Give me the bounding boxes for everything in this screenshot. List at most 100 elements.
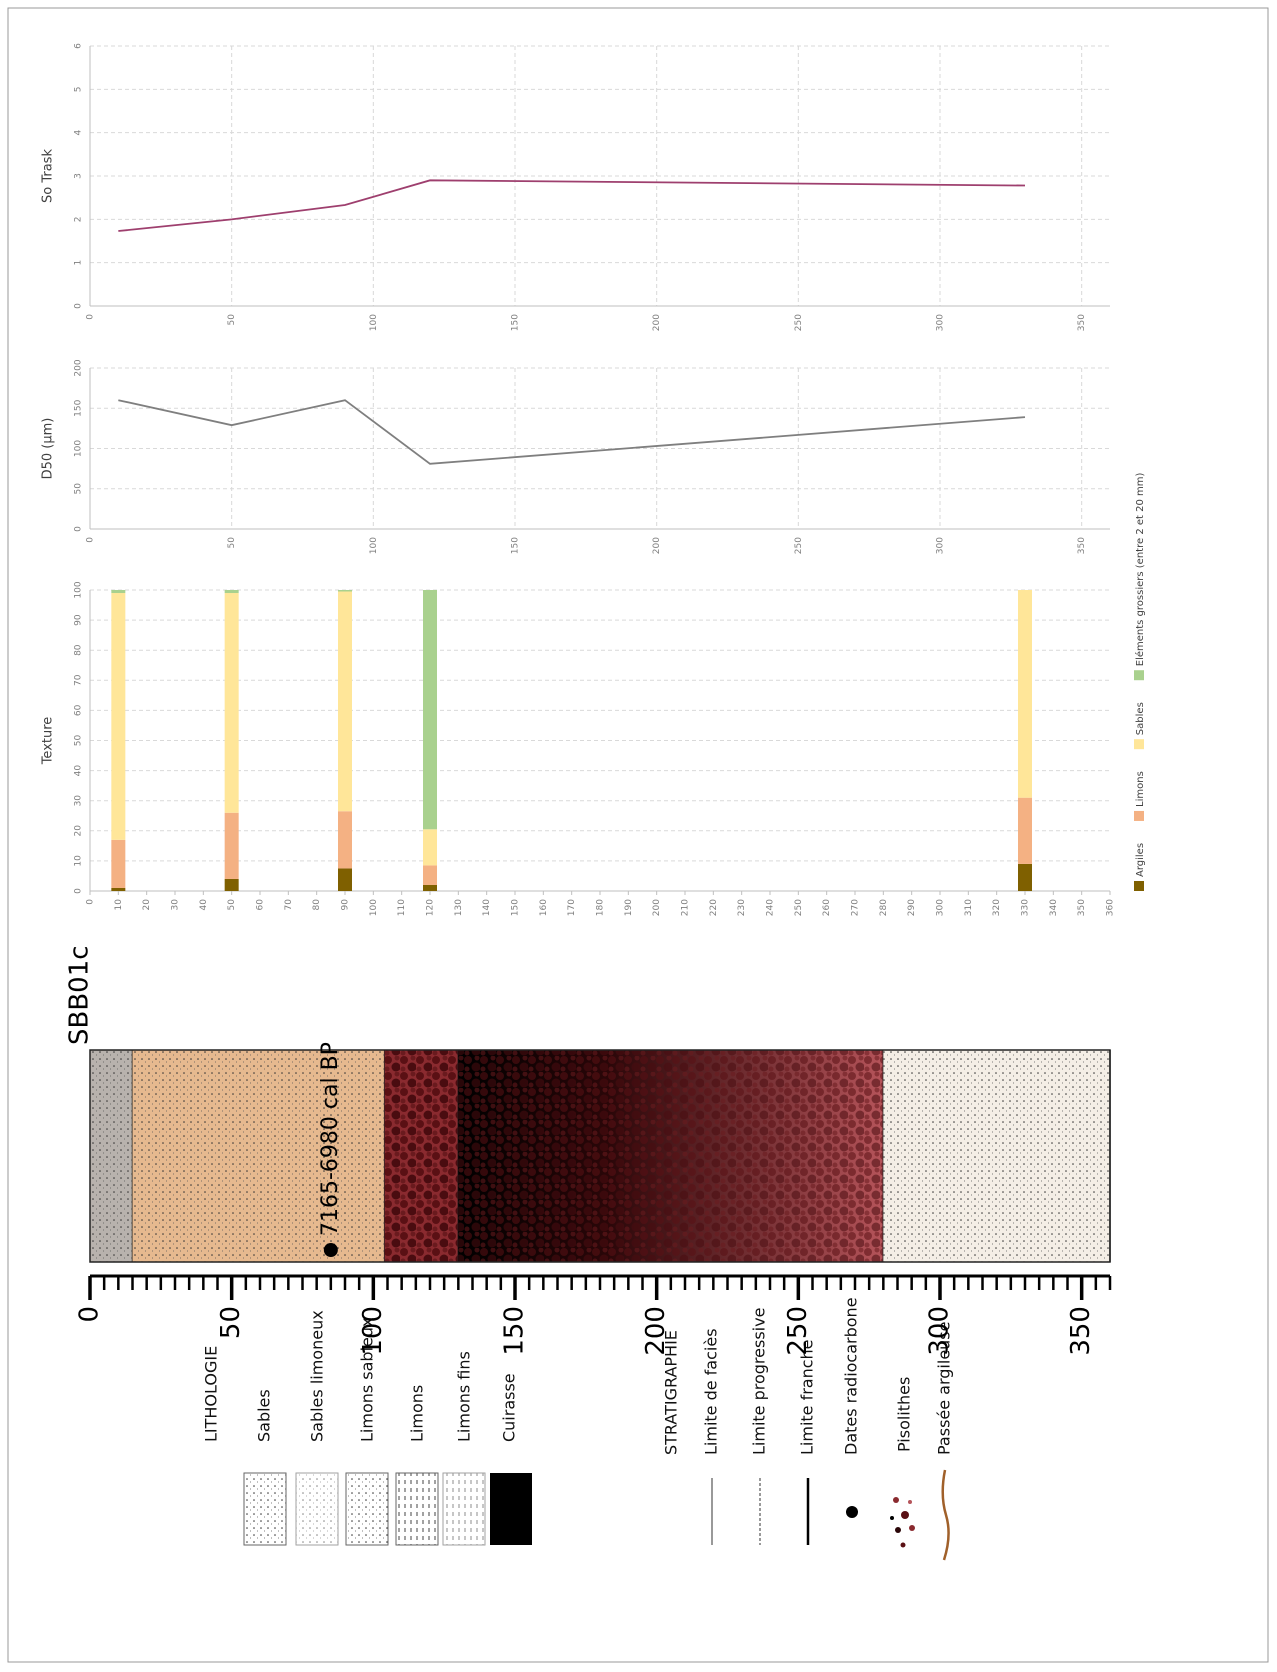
x-tick-label: 110	[397, 899, 407, 916]
x-tick-label: 0	[86, 537, 96, 543]
legend-label: Limons	[408, 1385, 427, 1442]
bar-segment	[111, 887, 126, 891]
y-tick-label: 10	[74, 855, 84, 867]
legend-swatch	[490, 1473, 532, 1545]
bar-segment	[224, 593, 239, 813]
y-tick-label: 40	[74, 765, 84, 777]
y-axis-title: So Trask	[41, 149, 56, 203]
bar-segment	[338, 591, 352, 812]
bar-segment	[1018, 590, 1032, 798]
x-tick-label: 200	[652, 899, 662, 916]
y-axis-title: Texture	[41, 717, 56, 766]
x-tick-label: 10	[114, 899, 124, 911]
y-tick-label: 70	[74, 674, 84, 686]
x-tick-label: 330	[1021, 899, 1031, 916]
legend-label: Passée argileuse	[935, 1322, 954, 1456]
x-tick-label: 150	[511, 537, 521, 554]
x-tick-label: 300	[936, 537, 946, 554]
legend-symbol	[846, 1506, 858, 1518]
x-tick-label: 200	[652, 314, 662, 331]
legend-symbol	[890, 1497, 915, 1548]
x-tick-label: 240	[766, 899, 776, 916]
log-frame	[89, 1049, 1111, 1263]
x-tick-label: 180	[596, 899, 606, 916]
layer-texture	[90, 1050, 133, 1262]
date-label: 7165-6980 cal BP	[318, 1042, 343, 1236]
bar-segment	[423, 884, 437, 891]
x-tick-label: 250	[794, 314, 804, 331]
y-tick-label: 2	[74, 216, 84, 222]
x-tick-label: 250	[794, 899, 804, 916]
x-tick-label: 290	[907, 899, 917, 916]
legend-label: Eléments grossiers (entre 2 et 20 mm)	[1134, 473, 1146, 667]
depth-tick-label: 50	[216, 1306, 246, 1339]
x-tick-label: 60	[256, 899, 266, 911]
x-tick-label: 280	[879, 899, 889, 916]
legend-swatch	[243, 1472, 287, 1546]
x-tick-label: 250	[794, 537, 804, 554]
depth-tick-label: 350	[1066, 1306, 1096, 1356]
legend-label: Limons sableux	[358, 1318, 377, 1443]
x-tick-label: 80	[312, 899, 322, 911]
legend-symbol	[941, 1469, 950, 1561]
legend-title: LITHOLOGIE	[202, 1346, 221, 1442]
x-tick-label: 260	[822, 899, 832, 916]
x-tick-label: 350	[1077, 899, 1087, 916]
legend: LITHOLOGIE Sables Sables limoneux Limons…	[202, 1297, 954, 1561]
bar-segment	[423, 829, 437, 866]
y-tick-label: 30	[74, 795, 84, 807]
layer-texture	[458, 1050, 884, 1262]
bar-segment	[338, 811, 352, 869]
y-tick-label: 5	[74, 86, 84, 92]
y-tick-label: 150	[74, 399, 84, 416]
legend-label: Argiles	[1135, 843, 1146, 877]
y-tick-label: 80	[74, 644, 84, 656]
x-tick-label: 160	[539, 899, 549, 916]
bar-segment	[423, 590, 437, 830]
legend-swatch	[1134, 670, 1144, 681]
y-axis-title: D50 (µm)	[41, 418, 56, 480]
bar-segment	[338, 868, 352, 891]
legend-swatch	[1134, 810, 1144, 821]
bar-segment	[1018, 797, 1032, 864]
depth-tick-label: 250	[783, 1306, 813, 1356]
legend-swatch	[395, 1472, 439, 1546]
legend-label: Sables	[255, 1389, 274, 1442]
depth-tick-label: 0	[75, 1306, 105, 1323]
x-tick-label: 350	[1077, 537, 1087, 554]
x-tick-label: 320	[992, 899, 1002, 916]
legend-title: STRATIGRAPHIE	[662, 1330, 681, 1455]
depth-tick-label: 150	[500, 1306, 530, 1356]
y-tick-label: 0	[74, 303, 84, 309]
legend-swatch	[442, 1472, 486, 1546]
y-tick-label: 200	[74, 359, 84, 376]
legend-swatch	[1134, 739, 1144, 750]
y-tick-label: 3	[74, 173, 84, 179]
depth-tick-label: 200	[641, 1306, 671, 1356]
x-tick-label: 50	[227, 899, 237, 911]
legend-label: Sables limoneux	[308, 1310, 327, 1442]
layer-texture	[384, 1050, 459, 1262]
depth-tick-label: 100	[358, 1306, 388, 1356]
x-tick-label: 0	[86, 899, 96, 905]
x-tick-label: 200	[652, 537, 662, 554]
x-tick-label: 210	[681, 899, 691, 916]
bar-segment	[224, 590, 239, 594]
bar-segment	[224, 812, 239, 879]
x-tick-label: 230	[737, 899, 747, 916]
legend-label: Dates radiocarbone	[842, 1297, 861, 1455]
legend-swatch	[345, 1472, 389, 1546]
legend-label: Limite franche	[798, 1339, 817, 1455]
bar-segment	[224, 878, 239, 891]
x-tick-label: 100	[369, 537, 379, 554]
x-tick-label: 120	[426, 899, 436, 916]
y-tick-label: 90	[74, 614, 84, 626]
x-tick-label: 30	[171, 899, 181, 911]
y-tick-label: 1	[74, 260, 84, 266]
x-tick-label: 310	[964, 899, 974, 916]
legend-label: Limite de faciès	[702, 1328, 721, 1455]
legend-label: Cuirasse	[500, 1373, 519, 1442]
bar-segment	[338, 590, 352, 592]
x-tick-label: 0	[86, 314, 96, 320]
